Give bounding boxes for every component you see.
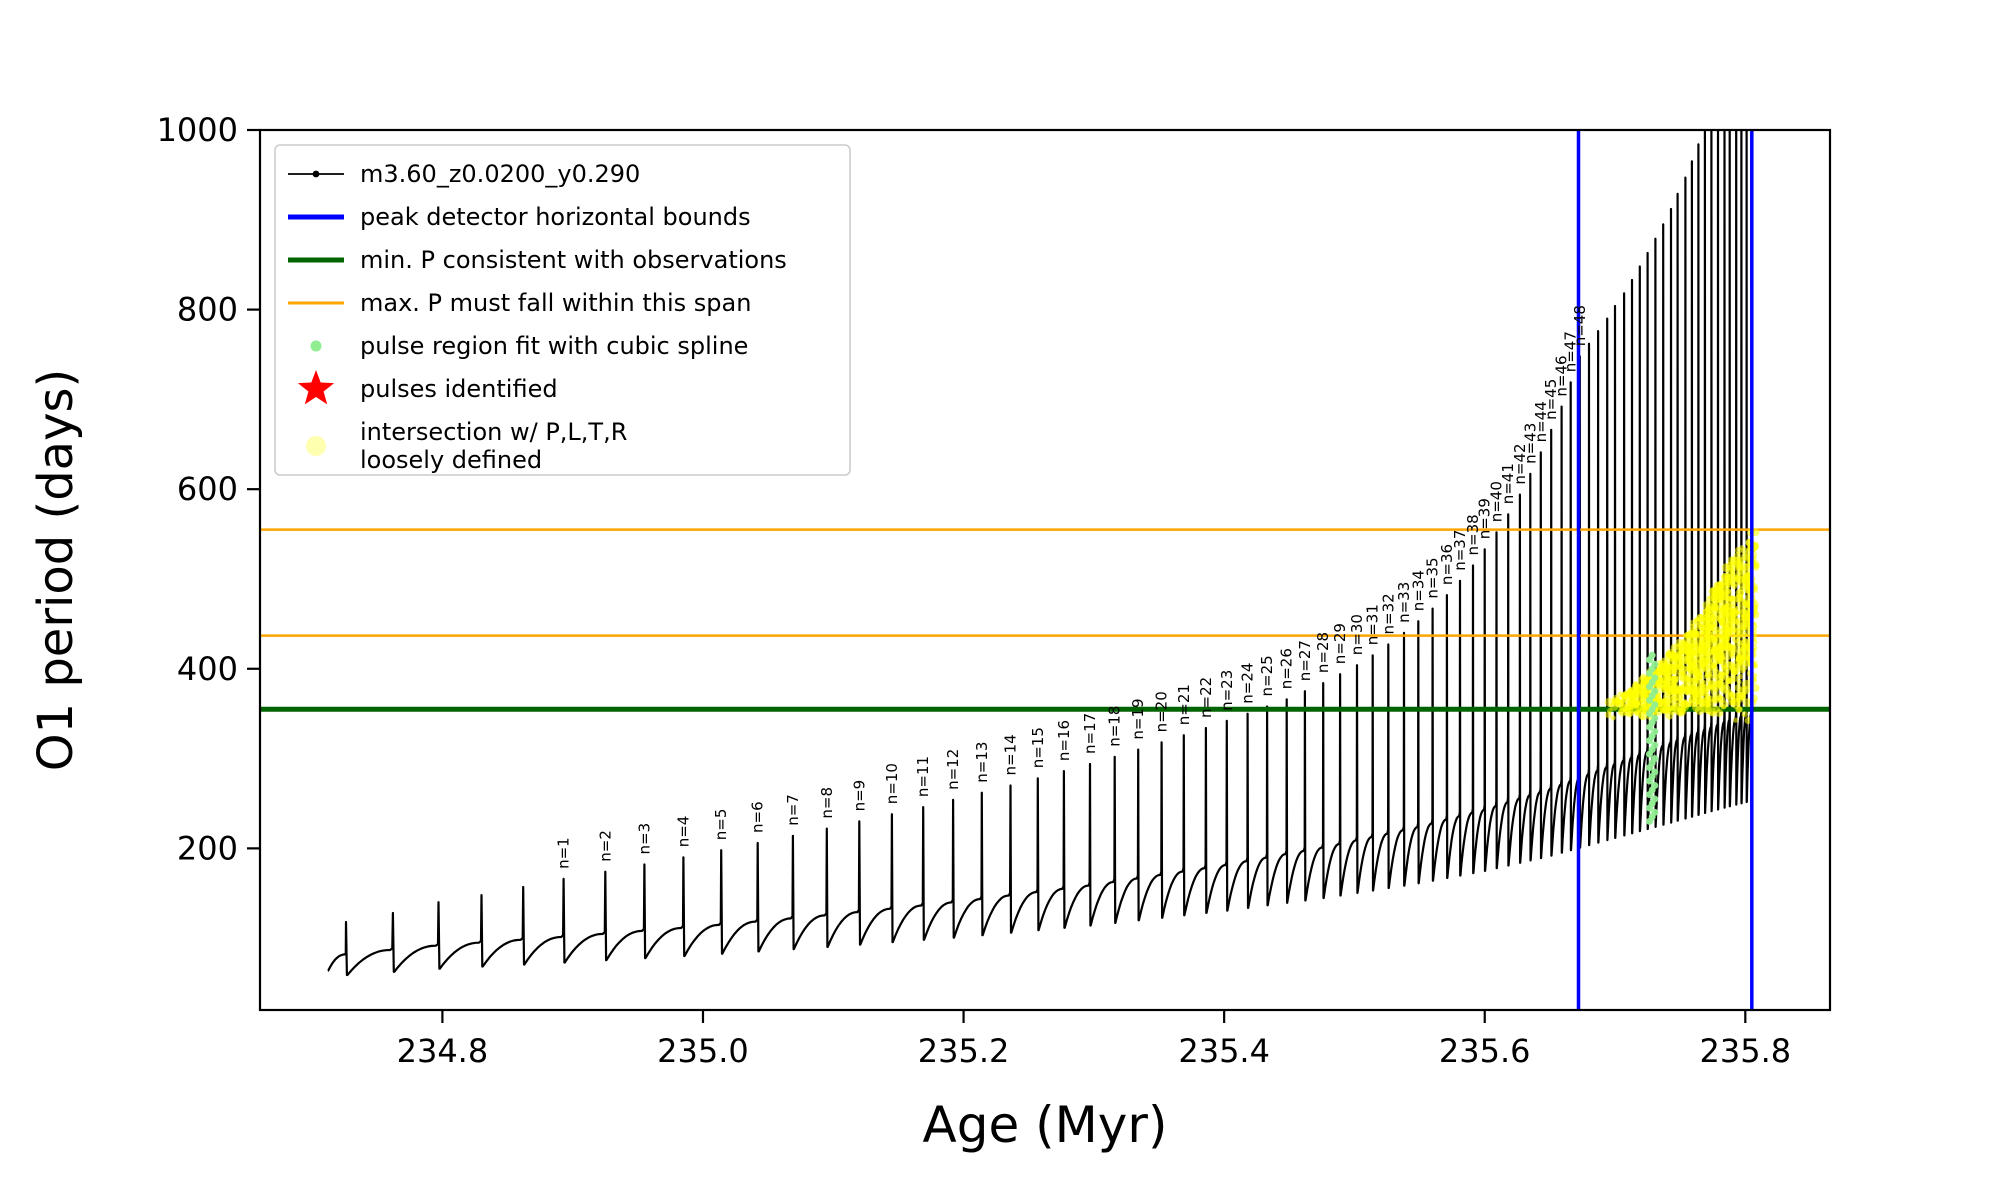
pulse-label: n=31 [1364,604,1382,645]
spline-fit-scatter [1646,651,1659,825]
legend-label: loosely defined [360,446,542,474]
pulse-label: n=48 [1571,305,1589,346]
y-tick-label: 400 [177,650,238,688]
pulse-label: n=5 [712,809,730,841]
x-tick-label: 234.8 [397,1032,489,1070]
pulse-label: n=26 [1278,648,1296,689]
pulse-label: n=7 [784,794,802,826]
pulse-label: n=42 [1511,443,1529,484]
pulse-label: n=43 [1521,423,1539,464]
legend-label: pulse region fit with cubic spline [360,332,748,360]
pulse-label: n=30 [1348,614,1366,655]
pulse-label: n=4 [674,816,692,848]
pulse-label: n=16 [1055,720,1073,761]
pulse-label: n=44 [1532,401,1550,442]
pulse-label: n=36 [1438,544,1456,585]
pulse-label: n=20 [1153,691,1171,732]
legend-item-0: m3.60_z0.0200_y0.290 [288,160,640,188]
plot-area [260,130,1830,1010]
pulse-label: n=1 [555,837,573,869]
pulse-label: n=33 [1395,582,1413,623]
pulse-label: n=19 [1129,698,1147,739]
legend-label: m3.60_z0.0200_y0.290 [360,160,640,188]
pulse-label: n=39 [1476,498,1494,539]
pulse-label: n=34 [1409,570,1427,611]
pulse-label: n=6 [749,801,767,833]
legend-label: pulses identified [360,375,558,403]
pulse-label: n=40 [1488,481,1506,522]
pulse-label: n=27 [1296,640,1314,681]
x-tick-label: 235.4 [1178,1032,1270,1070]
pulse-label: n=12 [944,749,962,790]
legend-marker-star-icon [297,370,335,405]
legend-label: peak detector horizontal bounds [360,203,751,231]
legend-label: max. P must fall within this span [360,289,751,317]
legend-label: min. P consistent with observations [360,246,787,274]
legend-marker-dot [310,340,322,352]
legend-item-3: max. P must fall within this span [288,289,751,317]
x-tick-label: 235.6 [1439,1032,1531,1070]
pulse-label: n=28 [1314,632,1332,673]
y-axis-label: O1 period (days) [28,369,84,772]
pulse-label: n=32 [1379,593,1397,634]
pulse-label: n=25 [1258,655,1276,696]
legend-item-5: pulses identified [297,370,558,405]
pulse-label: n=14 [1002,734,1020,775]
legend-item-2: min. P consistent with observations [288,246,787,274]
y-tick-label: 800 [177,291,238,329]
pulse-label: n=45 [1542,379,1560,420]
pulse-label: n=24 [1239,663,1257,704]
pulse-label: n=37 [1451,530,1469,571]
pulse-label: n=9 [850,780,868,812]
pulse-label: n=13 [973,742,991,783]
pulse-label: n=35 [1424,557,1442,598]
pulse-label: n=29 [1331,623,1349,664]
pulse-label: n=3 [635,823,653,855]
legend-item-4: pulse region fit with cubic spline [310,332,748,360]
pulse-label: n=41 [1499,463,1517,504]
yellow-intersection-scatter [1604,528,1760,725]
pulse-label: n=11 [914,756,932,797]
pulse-label: n=8 [818,787,836,819]
axes-frame [258,128,1832,1012]
pulse-label: n=23 [1218,670,1236,711]
pulse-label: n=47 [1562,331,1580,372]
legend-marker-dot [312,170,320,178]
y-tick-label: 600 [177,470,238,508]
legend-label: intersection w/ P,L,T,R [360,418,627,446]
legend-item-1: peak detector horizontal bounds [288,203,751,231]
pulse-label: n=17 [1081,713,1099,754]
pulse-label: n=15 [1029,727,1047,768]
legend-marker-dot [306,436,326,456]
y-tick-label: 1000 [157,111,238,149]
pulse-label: n=18 [1106,706,1124,747]
main-series-path [327,130,1753,977]
x-tick-label: 235.0 [657,1032,749,1070]
pulse-label: n=21 [1175,684,1193,725]
pulse-label: n=22 [1197,677,1215,718]
pulse-label: n=2 [596,830,614,862]
x-axis-label: Age (Myr) [923,1096,1168,1154]
x-tick-label: 235.2 [918,1032,1010,1070]
pulse-label: n=10 [883,763,901,804]
y-tick-label: 200 [177,829,238,867]
pulse-label: n=46 [1553,355,1571,396]
x-tick-label: 235.8 [1700,1032,1792,1070]
legend-box [274,144,851,476]
pulse-label: n=38 [1464,514,1482,555]
